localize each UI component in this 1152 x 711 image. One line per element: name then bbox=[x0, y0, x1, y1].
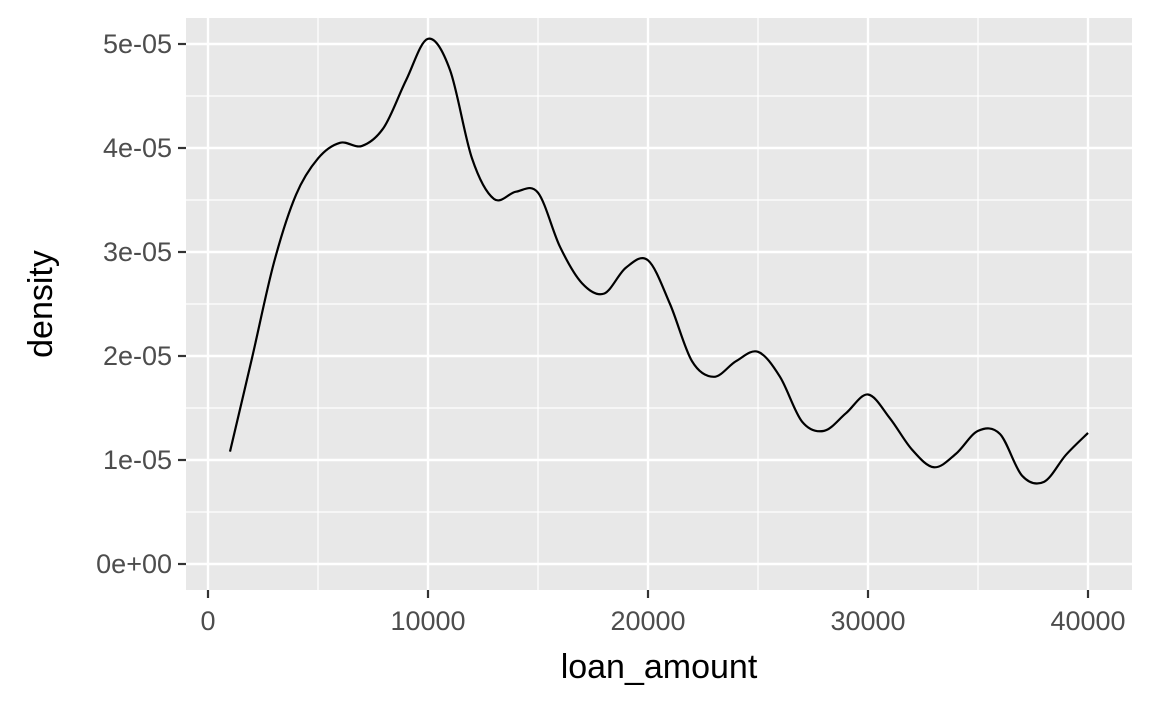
x-tick-label: 20000 bbox=[610, 606, 685, 636]
density-curve bbox=[228, 37, 1089, 485]
x-tick-label: 0 bbox=[200, 606, 215, 636]
y-axis: 0e+00 1e-05 2e-05 3e-05 4e-05 5e-05 bbox=[96, 29, 186, 579]
x-axis-title: loan_amount bbox=[561, 648, 758, 686]
x-tick-label: 40000 bbox=[1050, 606, 1125, 636]
y-tick-label: 5e-05 bbox=[103, 29, 172, 59]
major-gridlines bbox=[186, 18, 1132, 590]
y-tick-label: 4e-05 bbox=[103, 133, 172, 163]
y-tick-label: 0e+00 bbox=[96, 549, 172, 579]
x-tick-label: 30000 bbox=[830, 606, 905, 636]
y-axis-title: density bbox=[22, 250, 60, 358]
y-tick-label: 2e-05 bbox=[103, 341, 172, 371]
y-tick-label: 1e-05 bbox=[103, 445, 172, 475]
minor-gridlines bbox=[186, 18, 1132, 590]
y-tick-label: 3e-05 bbox=[103, 237, 172, 267]
x-tick-label: 10000 bbox=[390, 606, 465, 636]
x-axis: 0 10000 20000 30000 40000 bbox=[200, 590, 1126, 636]
